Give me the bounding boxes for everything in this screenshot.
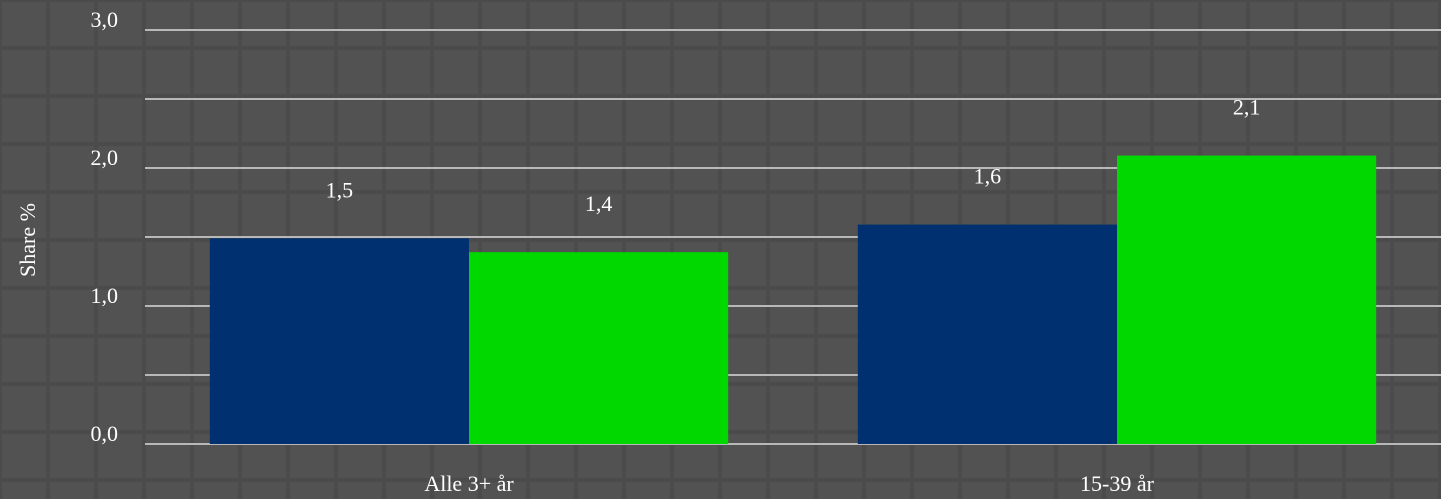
y-tick-label: 2,0: [91, 145, 119, 170]
bar: [469, 252, 729, 444]
y-tick-label: 0,0: [91, 421, 119, 446]
y-axis-title: Share %: [15, 203, 40, 277]
x-tick-label: 15-39 år: [1080, 471, 1155, 496]
value-label: 1,6: [974, 164, 1002, 189]
value-label: 2,1: [1233, 95, 1261, 120]
y-tick-label: 1,0: [91, 283, 119, 308]
y-tick-label: 3,0: [91, 7, 119, 32]
x-tick-label: Alle 3+ år: [424, 471, 514, 496]
bar: [1117, 155, 1377, 444]
bar: [209, 238, 470, 444]
value-label: 1,5: [326, 177, 354, 202]
bar: [857, 224, 1117, 444]
value-label: 1,4: [585, 191, 613, 216]
